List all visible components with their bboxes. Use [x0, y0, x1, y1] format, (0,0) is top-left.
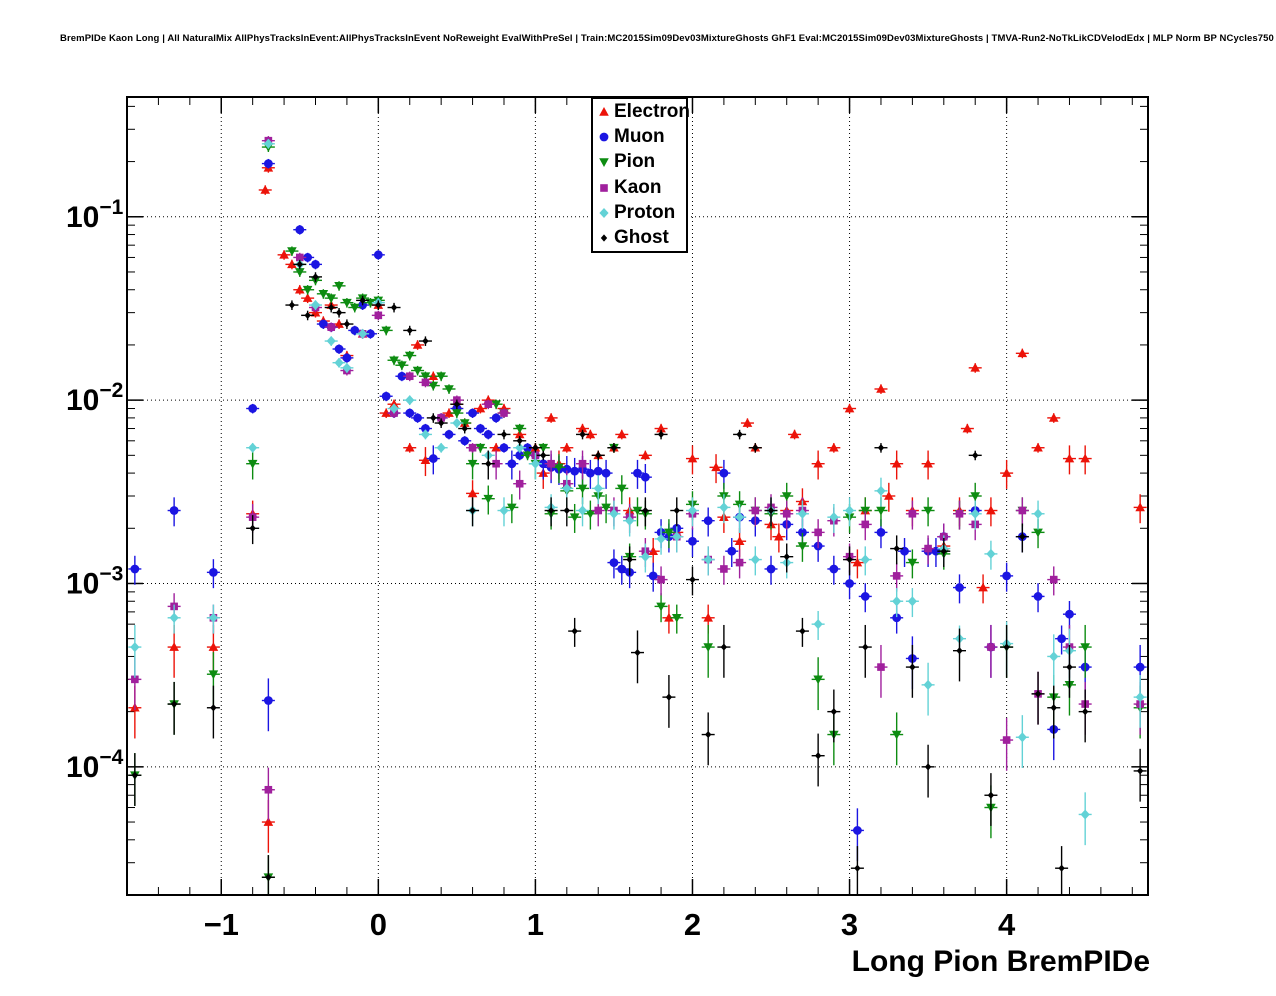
- ghost-marker-icon: [600, 234, 608, 242]
- legend-item-muon: Muon: [593, 124, 686, 149]
- svg-text:3: 3: [841, 907, 858, 942]
- x-axis-tick-labels: −1 0 1 2 3 4: [204, 907, 1016, 942]
- svg-text:4: 4: [998, 907, 1016, 942]
- electron-marker-icon: [599, 106, 609, 116]
- pion-marker-icon: [599, 158, 609, 168]
- svg-text:10−1: 10−1: [66, 196, 124, 234]
- svg-text:10−2: 10−2: [66, 379, 123, 417]
- legend-item-pion: Pion: [593, 150, 686, 175]
- legend-item-kaon: Kaon: [593, 175, 686, 200]
- legend-label: Pion: [614, 151, 656, 173]
- x-axis-title: Long Pion BremPIDe: [851, 945, 1150, 978]
- legend-item-ghost: Ghost: [593, 225, 686, 250]
- plot-title: BremPIDe Kaon Long | All NaturalMix AllP…: [60, 33, 1276, 44]
- series-ghost: [128, 259, 1147, 895]
- proton-marker-icon: [599, 207, 609, 218]
- legend-label: Kaon: [614, 176, 662, 198]
- muon-marker-icon: [599, 132, 609, 142]
- legend-label: Electron: [614, 100, 691, 122]
- svg-text:2: 2: [684, 907, 701, 942]
- legend-label: Muon: [614, 125, 665, 147]
- axis-ticks: [126, 97, 1148, 896]
- legend-item-proton: Proton: [593, 200, 686, 225]
- svg-text:0: 0: [370, 907, 387, 942]
- svg-text:−1: −1: [204, 907, 239, 942]
- y-axis-tick-labels: 10−1 10−2 10−3 10−4: [66, 196, 124, 784]
- svg-text:1: 1: [527, 907, 544, 942]
- kaon-marker-icon: [600, 183, 608, 192]
- legend-item-electron: Electron: [593, 99, 690, 124]
- legend-label: Ghost: [614, 227, 669, 249]
- svg-text:10−4: 10−4: [66, 746, 124, 784]
- legend: Electron Muon Pion Kaon Proton Ghost: [591, 97, 690, 253]
- svg-text:10−3: 10−3: [66, 562, 123, 600]
- legend-label: Proton: [614, 201, 676, 223]
